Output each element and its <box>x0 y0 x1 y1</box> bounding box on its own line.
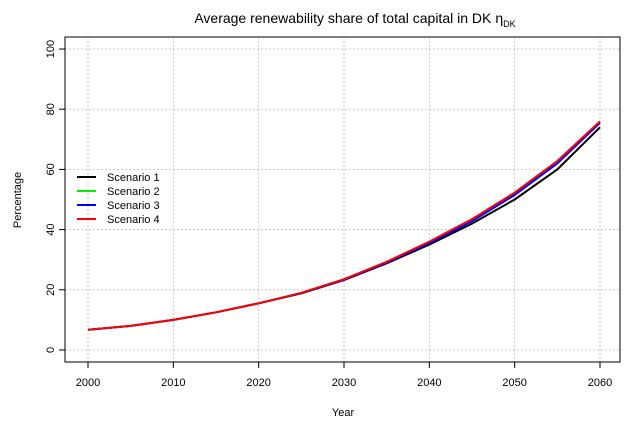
x-tick-label: 2040 <box>417 377 441 389</box>
x-axis-label: Year <box>332 407 355 419</box>
legend-label: Scenario 4 <box>107 214 160 226</box>
legend-label: Scenario 1 <box>107 172 160 184</box>
legend: Scenario 1 Scenario 2 Scenario 3 Scenario 4 <box>77 172 160 226</box>
chart-title-subscript: DK <box>503 19 516 29</box>
y-tick-label: 0 <box>45 347 57 353</box>
y-axis: 0 20 40 60 80 100 <box>45 40 66 353</box>
x-tick-label: 2050 <box>502 377 526 389</box>
x-tick-label: 2000 <box>76 377 100 389</box>
x-tick-label: 2060 <box>588 377 612 389</box>
y-tick-label: 20 <box>45 284 57 296</box>
y-axis-label: Percentage <box>12 172 24 228</box>
y-tick-label: 60 <box>45 163 57 175</box>
x-tick-label: 2010 <box>161 377 185 389</box>
series-lines <box>87 120 601 331</box>
chart-title-symbol: η <box>495 10 503 26</box>
y-tick-label: 80 <box>45 103 57 115</box>
legend-label: Scenario 2 <box>107 186 160 198</box>
x-tick-label: 2030 <box>332 377 356 389</box>
legend-label: Scenario 3 <box>107 200 160 212</box>
series-line-scenario-4 <box>87 120 601 331</box>
chart-title-text: Average renewability share of total capi… <box>194 10 492 26</box>
chart-title: Average renewability share of total capi… <box>194 10 515 29</box>
y-tick-label: 40 <box>45 223 57 235</box>
grid <box>65 37 620 362</box>
x-axis: 2000 2010 2020 2030 2040 2050 2060 <box>76 361 612 389</box>
y-tick-label: 100 <box>45 40 57 58</box>
x-tick-label: 2020 <box>246 377 270 389</box>
